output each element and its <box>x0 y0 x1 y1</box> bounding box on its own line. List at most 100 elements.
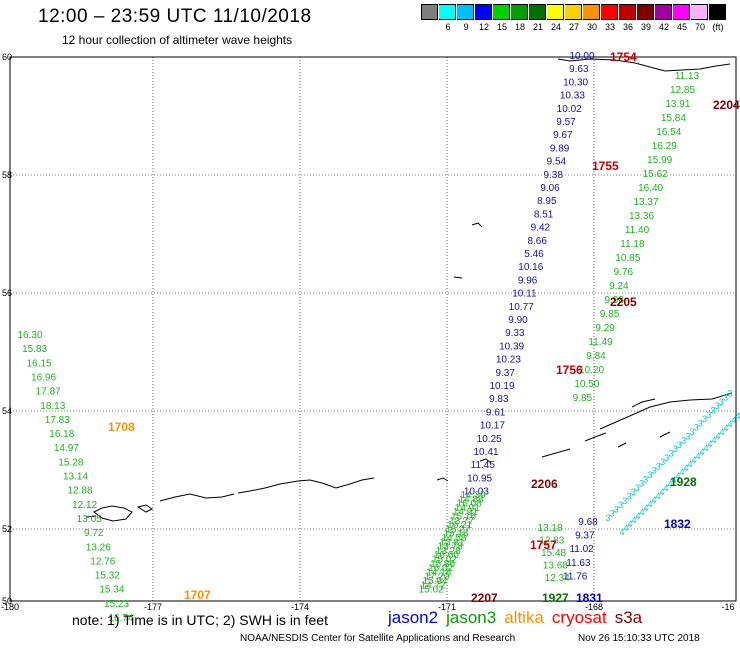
legend-swatch <box>655 4 672 20</box>
swh-value: 11.02 <box>569 544 594 555</box>
swh-value: 10.33 <box>560 91 585 102</box>
legend-label: 24 <box>550 22 562 32</box>
swh-value: 10.00 <box>569 51 594 62</box>
chart-subtitle: 12 hour collection of altimeter wave hei… <box>62 33 293 47</box>
swh-value: 15.48 <box>541 548 566 559</box>
swh-value: 9.90 <box>508 315 528 326</box>
swh-value: 13.77 <box>449 516 474 527</box>
swh-value: 9.37 <box>575 531 595 542</box>
swh-dense-mark: 3 <box>631 487 636 497</box>
swh-value: 12.76 <box>90 556 115 567</box>
swh-value: 15.34 <box>99 585 124 596</box>
swh-value: 14.91 <box>455 503 480 514</box>
swh-dense-mark: 4 <box>651 495 656 505</box>
coastline <box>237 477 375 494</box>
swh-dense-mark: 4 <box>639 507 644 517</box>
swh-value: 17.83 <box>45 415 70 426</box>
units-note: note: 1) Time is in UTC; 2) SWH is in fe… <box>72 612 328 628</box>
legend-label: 70 <box>694 22 706 32</box>
coastline <box>659 431 671 438</box>
swh-dense-mark: 4 <box>619 527 624 537</box>
swh-value: 9.89 <box>550 143 570 154</box>
pass-time-label: 1831 <box>576 591 603 605</box>
swh-dense-mark: 3 <box>694 423 699 433</box>
satellite-label: altika <box>504 608 544 627</box>
swh-value: 10.30 <box>563 77 588 88</box>
lat-tick-label: 54 <box>2 406 12 416</box>
legend-swatch <box>691 4 708 20</box>
swh-value: 9.72 <box>84 528 104 539</box>
swh-value: 11.45 <box>471 460 496 471</box>
swh-value: 14.72 <box>421 580 446 591</box>
swh-dense-mark: 3 <box>652 466 657 476</box>
swh-dense-mark: 3 <box>622 496 627 506</box>
swh-value: 13.18 <box>537 523 562 534</box>
pass-time-label: 2205 <box>610 295 637 309</box>
pass-time-label: 1927 <box>542 591 569 605</box>
swh-dense-mark: 4 <box>647 499 652 509</box>
swh-dense-mark: 3 <box>618 500 623 510</box>
swh-value: 13.28 <box>436 546 461 557</box>
legend-label: (ft) <box>712 22 724 32</box>
swh-dense-mark: 4 <box>715 431 720 441</box>
swh-value: 13.68 <box>543 561 568 572</box>
swh-value: 9.85 <box>573 393 593 404</box>
swh-value: 18.13 <box>40 401 65 412</box>
swh-value: 9.42 <box>531 223 551 234</box>
swh-value: 9.61 <box>486 407 506 418</box>
swh-value: 12.34 <box>545 573 570 584</box>
lon-tick-label: -16 <box>721 602 734 612</box>
swh-dense-mark: 4 <box>663 483 668 493</box>
satellite-legend: jason2 jason3 altika cryosat s3a <box>388 608 650 628</box>
swh-dense-mark: 3 <box>727 388 732 398</box>
swh-value: 8.95 <box>537 196 557 207</box>
swh-dense-mark: 4 <box>635 511 640 521</box>
swh-value: 10.39 <box>499 341 524 352</box>
swh-value: 11.40 <box>625 225 650 236</box>
swh-value: 9.29 <box>595 323 615 334</box>
coastline <box>584 432 607 442</box>
swh-value: 14.88 <box>459 494 484 505</box>
swh-value: 5.46 <box>524 249 544 260</box>
swh-dense-mark: 3 <box>656 461 661 471</box>
swh-value: 13.26 <box>86 542 111 553</box>
swh-dense-mark: 4 <box>723 423 728 433</box>
swh-value: 9.98 <box>604 295 624 306</box>
swh-dense-mark: 4 <box>675 471 680 481</box>
generated-timestamp: Nov 26 15:10:33 UTC 2018 <box>578 633 700 644</box>
lon-tick-label: -177 <box>144 602 162 612</box>
swh-value: 16.96 <box>31 372 56 383</box>
swh-value: 9.33 <box>505 328 525 339</box>
swh-value: 15.32 <box>95 571 120 582</box>
swh-value: 9.85 <box>600 309 620 320</box>
legend-swatch <box>457 4 474 20</box>
swh-dense-mark: 4 <box>695 451 700 461</box>
swh-value: 14.39 <box>460 490 485 501</box>
swh-value: 10.95 <box>467 473 492 484</box>
legend-swatch <box>547 4 564 20</box>
swh-value: 14.97 <box>54 443 79 454</box>
swh-dense-mark: 3 <box>626 492 631 502</box>
swh-dense-mark: 3 <box>698 418 703 428</box>
lat-tick-label: 50 <box>2 596 12 606</box>
coastline <box>453 276 463 279</box>
swh-dense-mark: 4 <box>727 419 732 429</box>
swh-value: 12.12 <box>72 500 97 511</box>
coastline <box>93 505 133 522</box>
swh-value: 11.63 <box>566 558 591 569</box>
legend-label: 39 <box>640 22 652 32</box>
color-legend: 6 9 12 15 18 21 24 27 30 33 36 39 42 45 70 (ft) <box>421 4 728 34</box>
swh-dense-mark: 4 <box>711 435 716 445</box>
lon-tick-label: -168 <box>585 602 603 612</box>
swh-dense-mark: 3 <box>715 401 720 411</box>
coastline <box>436 477 449 482</box>
latitude-labels: 60 58 56 54 52 50 <box>2 52 12 606</box>
satellite-label: cryosat <box>551 608 607 627</box>
swh-value: 10.17 <box>480 421 505 432</box>
swh-value: 13.37 <box>633 197 658 208</box>
swh-value: 15.84 <box>661 113 686 124</box>
satellite-label: jason3 <box>446 608 497 627</box>
swh-value: 10.03 <box>464 487 489 498</box>
swh-value: 17.87 <box>36 387 61 398</box>
lon-tick-label: -171 <box>438 602 456 612</box>
